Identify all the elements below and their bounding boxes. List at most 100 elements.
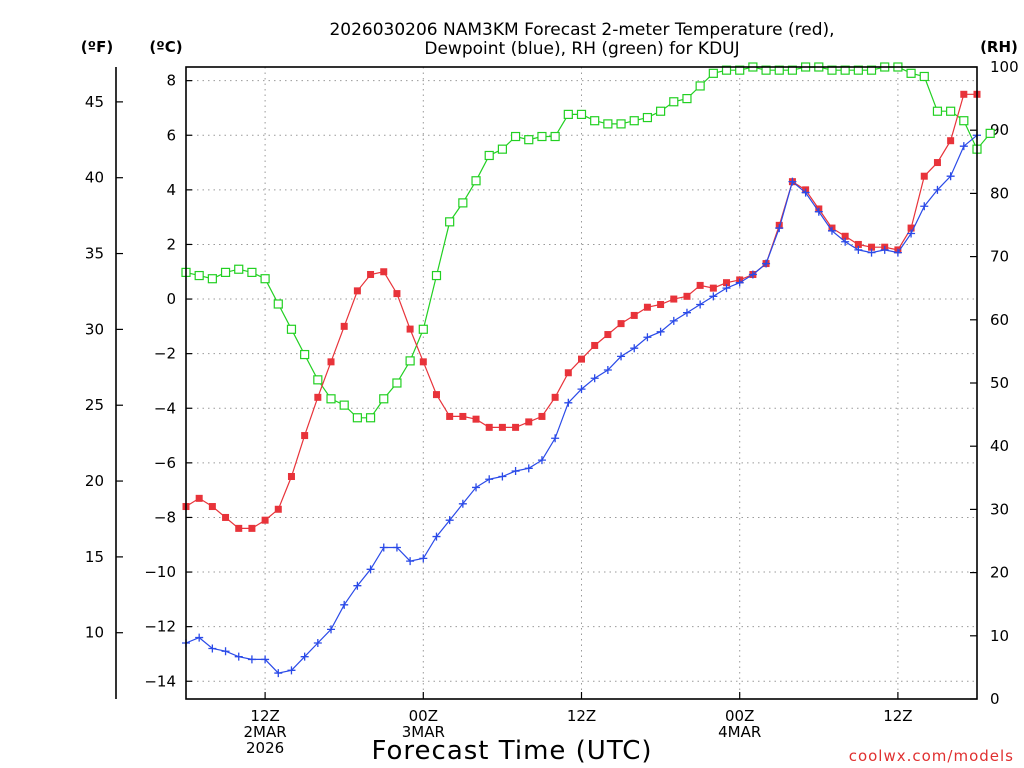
rh-point: [669, 97, 679, 107]
rh-point: [629, 116, 639, 126]
rh-tick-label: 100: [990, 58, 1019, 76]
temperature-point: [274, 505, 282, 513]
temperature-point: [301, 432, 309, 440]
x-tick-label: 4MAR: [718, 723, 761, 741]
temperature-point: [617, 320, 625, 328]
rh-point: [735, 65, 745, 75]
dewpoint-point: [313, 639, 322, 648]
rh-point: [234, 264, 244, 274]
temperature-point: [854, 240, 862, 248]
temperature-point: [551, 393, 559, 401]
rh-point: [510, 131, 521, 142]
dewpoint-point: [472, 483, 481, 492]
temperature-point: [630, 311, 638, 319]
rh-point: [906, 68, 916, 78]
dewpoint-point: [366, 565, 375, 574]
dewpoint-point: [696, 300, 705, 309]
rh-point: [550, 131, 560, 142]
temperature-point: [261, 516, 269, 524]
temperature-point: [287, 473, 295, 481]
c-tick-label: −12: [144, 618, 176, 636]
dewpoint-point: [617, 352, 626, 361]
dewpoint-point: [511, 467, 520, 476]
temperature-point: [538, 412, 546, 420]
x-axis-title: Forecast Time (UTC): [371, 736, 652, 766]
rh-point: [313, 375, 323, 385]
temperature-point: [696, 281, 704, 289]
rh-point: [339, 400, 349, 410]
temperature-point: [723, 279, 731, 287]
dewpoint-point: [735, 278, 744, 287]
fahrenheit-unit-label: (ºF): [81, 38, 113, 56]
rh-point: [484, 150, 494, 161]
rh-point: [194, 270, 204, 281]
rh-point: [497, 144, 507, 154]
chart-title-line-1: 2026030206 NAM3KM Forecast 2-meter Tempe…: [329, 20, 834, 40]
dewpoint-point: [748, 270, 757, 279]
f-tick-label: 15: [85, 548, 104, 566]
dewpoint-point: [379, 543, 388, 552]
rh-point: [840, 65, 850, 75]
rh-point: [853, 65, 863, 75]
dewpoint-point: [722, 284, 731, 293]
rh-tick-label: 80: [990, 184, 1009, 202]
rh-point: [616, 119, 626, 129]
rh-point: [590, 116, 600, 126]
dewpoint-point: [959, 142, 968, 151]
temperature-point: [512, 423, 520, 431]
rh-point: [919, 71, 929, 82]
dewpoint-point: [920, 202, 929, 211]
dewpoint-point: [221, 647, 230, 656]
f-tick-label: 25: [85, 396, 104, 414]
f-tick-label: 30: [85, 320, 104, 338]
rh-tick-label: 40: [990, 437, 1009, 455]
dewpoint-point: [353, 581, 362, 590]
rh-tick-label: 30: [990, 500, 1009, 518]
dewpoint-point: [867, 248, 876, 257]
rh-tick-label: 0: [990, 690, 1000, 708]
c-tick-label: −8: [154, 508, 176, 526]
temperature-point: [670, 295, 678, 303]
f-tick-label: 35: [85, 245, 104, 263]
c-tick-label: 2: [166, 235, 176, 253]
temperature-point: [933, 159, 941, 167]
dewpoint-point: [287, 666, 296, 675]
temperature-point: [446, 412, 454, 420]
series-temperature: [182, 90, 981, 532]
dewpoint-point: [524, 464, 533, 473]
rh-point: [985, 128, 995, 138]
rh-tick-label: 60: [990, 311, 1009, 329]
series-rh: [181, 62, 995, 423]
rh-point: [392, 378, 402, 388]
rh-point: [458, 198, 468, 208]
temperature-point: [195, 494, 203, 502]
dewpoint-point: [682, 308, 691, 317]
dewpoint-point: [419, 554, 428, 563]
rh-point: [695, 81, 705, 91]
dewpoint-point: [274, 669, 283, 678]
temperature-point: [920, 172, 928, 180]
f-tick-label: 20: [85, 472, 104, 490]
plot-frame: [185, 66, 978, 700]
x-tick-label: 12Z: [250, 707, 279, 725]
rh-point: [260, 274, 270, 284]
dewpoint-point: [880, 245, 889, 254]
rh-point: [300, 349, 310, 360]
rh-point: [471, 176, 481, 186]
temperature-point: [643, 303, 651, 311]
dewpoint-point: [643, 333, 652, 342]
dewpoint-point: [933, 185, 942, 194]
c-tick-label: −4: [154, 399, 176, 417]
temperature-point: [591, 341, 599, 349]
dewpoint-point: [498, 472, 507, 481]
rh-point: [655, 106, 666, 116]
dewpoint-point: [327, 625, 336, 634]
temperature-point: [248, 524, 256, 532]
rh-line: [185, 66, 991, 419]
dewpoint-point: [340, 600, 349, 609]
rh-point: [761, 65, 771, 75]
f-tick-label: 45: [85, 93, 104, 111]
rh-point: [563, 109, 573, 120]
temperature-point: [907, 224, 915, 232]
